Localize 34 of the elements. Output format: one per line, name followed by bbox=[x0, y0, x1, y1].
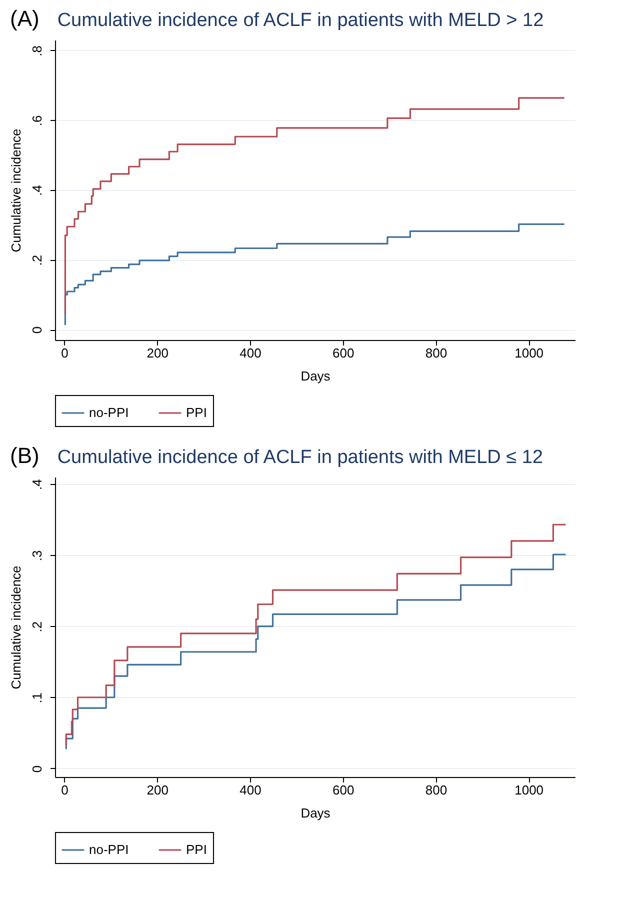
legend-label: PPI bbox=[186, 842, 207, 857]
x-tick-label: 800 bbox=[425, 782, 448, 798]
x-tick-label: 800 bbox=[425, 346, 448, 360]
chart-title: Cumulative incidence of ACLF in patients with MELD ≤ 12 bbox=[57, 447, 543, 469]
x-tick-label: 400 bbox=[240, 346, 262, 360]
text: (A) bbox=[10, 6, 40, 32]
x-tick-label: 600 bbox=[332, 346, 354, 360]
legend-label: PPI bbox=[186, 405, 207, 420]
legend-label: no-PPI bbox=[89, 405, 129, 420]
x-axis-title: Days bbox=[300, 806, 331, 820]
y-tick-label: .3 bbox=[30, 550, 44, 562]
y-tick-label: .4 bbox=[30, 185, 44, 196]
y-tick-label: .4 bbox=[30, 479, 44, 490]
y-tick-label: .6 bbox=[30, 115, 44, 126]
y-tick-label: .8 bbox=[30, 46, 44, 56]
text: (B) bbox=[10, 443, 40, 469]
chart-title: Cumulative incidence of ACLF in patients with MELD > 12 bbox=[57, 10, 544, 32]
x-tick-label: 0 bbox=[61, 782, 68, 798]
x-tick-label: 1000 bbox=[514, 782, 544, 798]
y-axis-title: Cumulative incidence bbox=[8, 566, 24, 690]
y-tick-label: .2 bbox=[30, 254, 44, 266]
x-tick-label: 400 bbox=[240, 782, 262, 798]
y-tick-label: .2 bbox=[30, 621, 44, 632]
legend-label: no-PPI bbox=[89, 842, 129, 857]
y-tick-label: 0 bbox=[30, 326, 44, 334]
x-axis-title: Days bbox=[300, 368, 331, 384]
y-axis-title: Cumulative incidence bbox=[8, 128, 24, 252]
x-tick-label: 600 bbox=[332, 782, 354, 798]
x-tick-label: 200 bbox=[146, 782, 168, 798]
x-tick-label: 200 bbox=[146, 346, 168, 360]
y-tick-label: .1 bbox=[30, 692, 44, 704]
x-tick-label: 0 bbox=[61, 346, 68, 360]
y-tick-label: 0 bbox=[30, 765, 44, 773]
x-tick-label: 1000 bbox=[514, 346, 544, 360]
